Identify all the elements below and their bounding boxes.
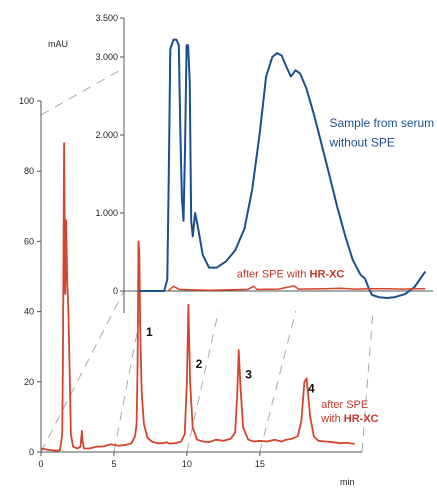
main-series bbox=[40, 142, 355, 452]
main-y-tick-label: 60 bbox=[24, 236, 34, 246]
perspective-connectors bbox=[40, 67, 374, 453]
connector-line bbox=[361, 310, 374, 453]
series-annotation: after SPE bbox=[321, 399, 368, 411]
main-annotations: 1 2 3 4 after SPE with HR-XC bbox=[146, 325, 379, 425]
inset-y-tick-label: 3.500 bbox=[95, 13, 118, 23]
main-y-ticks: 0 20 40 60 80 100 bbox=[19, 96, 41, 457]
inset-series-line bbox=[167, 285, 426, 292]
main-y-tick-label: 100 bbox=[19, 96, 34, 106]
main-series-line bbox=[40, 142, 355, 452]
series-annotation: without SPE bbox=[328, 136, 394, 150]
main-x-tick-label: 5 bbox=[111, 459, 116, 469]
main-x-tick-label: 15 bbox=[255, 459, 265, 469]
connector-line bbox=[40, 290, 125, 453]
connector-line bbox=[186, 310, 219, 453]
main-x-tick-label: 0 bbox=[38, 459, 43, 469]
inset-y-tick-label: 0 bbox=[113, 286, 118, 296]
main-y-tick-label: 40 bbox=[24, 307, 34, 317]
inset-series-line bbox=[139, 38, 427, 299]
peak-label: 1 bbox=[146, 325, 153, 339]
main-x-ticks: 0 5 10 15 bbox=[38, 452, 265, 469]
peak-label: 2 bbox=[196, 357, 203, 371]
main-x-tick-label: 10 bbox=[182, 459, 192, 469]
main-x-axis-label: min bbox=[340, 477, 355, 487]
series-annotation: Sample from serum bbox=[329, 116, 434, 130]
main-y-tick-label: 0 bbox=[29, 447, 34, 457]
main-chart-panel: 0 20 40 60 80 100 0 5 10 15 mAU min 1 2 3 4 after SP… bbox=[19, 39, 379, 487]
connector-line bbox=[113, 310, 142, 453]
main-axes bbox=[40, 101, 362, 453]
inset-annotations: Sample from serum without SPE after SPE wi… bbox=[237, 116, 434, 281]
inset-y-tick-label: 2.000 bbox=[95, 130, 118, 140]
main-y-tick-label: 20 bbox=[24, 377, 34, 387]
series-annotation: after SPE with HR-XC bbox=[237, 269, 345, 281]
connector-line bbox=[259, 310, 297, 453]
inset-y-tick-label: 3.000 bbox=[95, 52, 118, 62]
inset-y-tick-label: 1.000 bbox=[95, 208, 118, 218]
inset-series bbox=[139, 38, 427, 299]
main-y-axis-label: mAU bbox=[48, 39, 68, 49]
connector-line bbox=[40, 67, 125, 116]
main-y-tick-label: 80 bbox=[24, 166, 34, 176]
peak-label: 3 bbox=[245, 367, 252, 381]
inset-y-ticks: 0 1.000 2.000 3.000 3.500 bbox=[95, 13, 124, 296]
peak-label: 4 bbox=[308, 381, 315, 395]
series-annotation: with HR-XC bbox=[320, 413, 379, 425]
inset-chart-panel: 0 1.000 2.000 3.000 3.500 Sample from serum w… bbox=[95, 13, 434, 313]
